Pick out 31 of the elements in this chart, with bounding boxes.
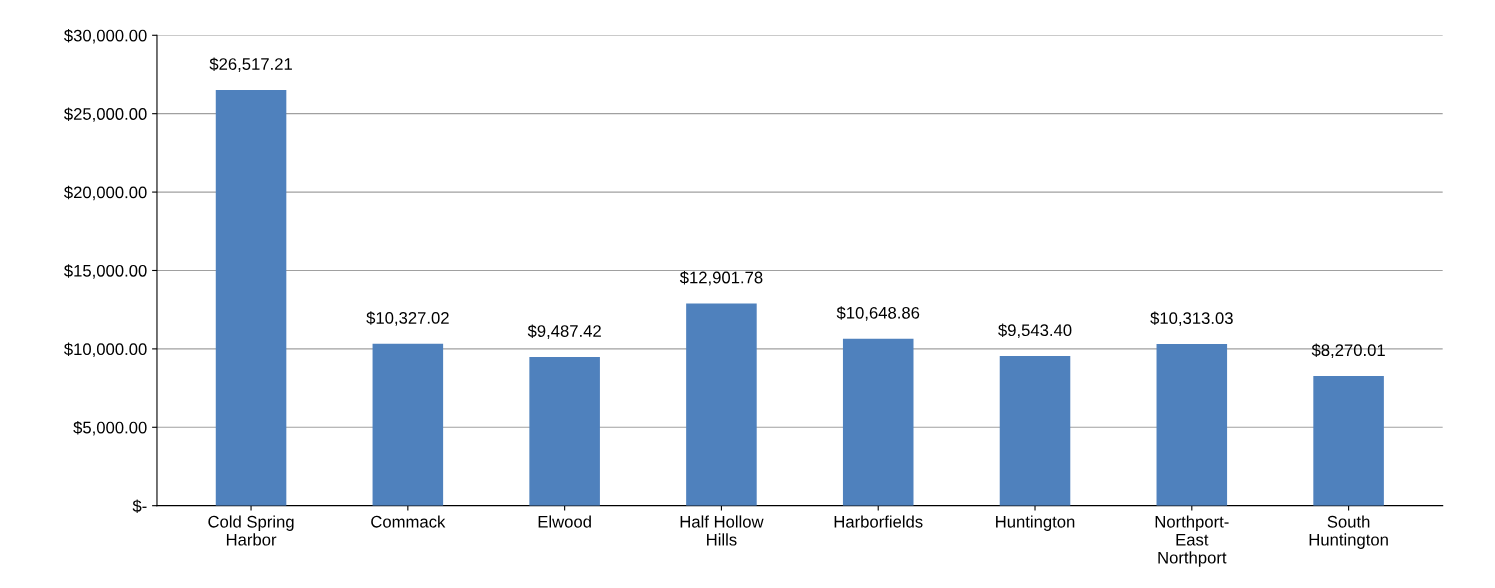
x-tick-label: Cold Spring Harbor (208, 515, 294, 546)
y-tick-label: $30,000.00 (64, 28, 147, 44)
x-tick-label: Harborfields (834, 515, 923, 528)
data-label: $9,543.40 (998, 323, 1072, 339)
bar (372, 343, 444, 506)
data-label: $26,517.21 (209, 57, 292, 72)
data-label: $12,901.78 (679, 270, 763, 286)
y-tick-label: $15,000.00 (64, 264, 147, 279)
x-tick-label: Half Hollow Hills (680, 515, 764, 546)
bar (999, 356, 1071, 506)
data-label: $10,313.03 (1150, 311, 1233, 326)
y-tick-label: $10,000.00 (64, 342, 147, 358)
bar (529, 356, 600, 506)
x-tick-label: Elwood (538, 515, 591, 528)
data-label: $10,648.86 (836, 306, 920, 321)
x-tick-label: South Huntington (1309, 515, 1388, 549)
data-label: $10,327.02 (366, 311, 449, 326)
bar (1156, 343, 1228, 506)
y-tick-label: $5,000.00 (73, 420, 147, 436)
y-tick-label: $20,000.00 (64, 185, 147, 201)
y-tick-label: $- (132, 499, 147, 513)
data-label: $9,487.42 (527, 324, 601, 339)
data-label: $8,270.01 (1311, 343, 1385, 359)
bar (1313, 376, 1384, 506)
bar (686, 303, 757, 506)
x-tick-label: Commack (371, 515, 446, 528)
y-tick-label: $25,000.00 (64, 107, 147, 122)
bar (842, 338, 914, 506)
x-tick-label: Huntington (996, 515, 1075, 531)
bar (215, 89, 287, 506)
x-tick-label: Northport-East Northport (1155, 515, 1229, 567)
